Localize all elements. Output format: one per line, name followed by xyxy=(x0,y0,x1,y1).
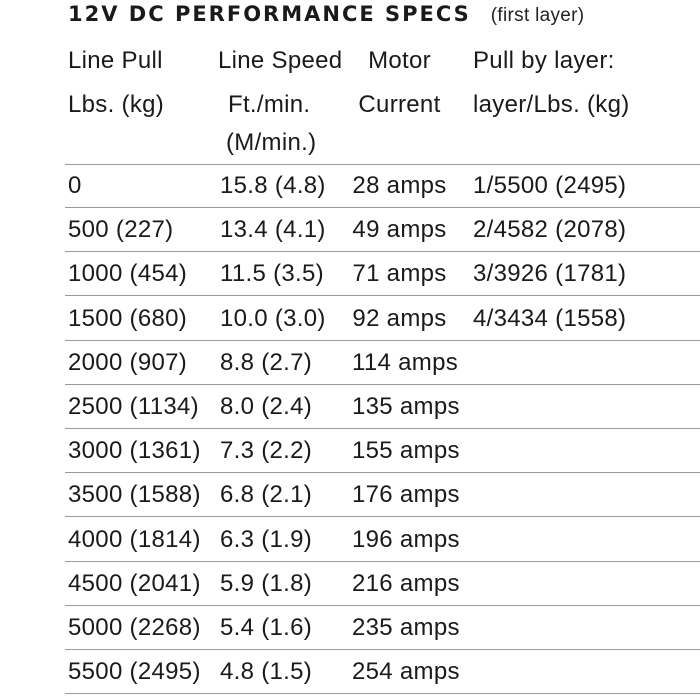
header-row-1: Line Pull Line Speed Motor Pull by layer… xyxy=(0,46,700,76)
table-row: 5500 (2495) 4.8 (1.5) 254 amps xyxy=(0,657,700,687)
header-current: Current xyxy=(358,91,441,118)
table-row: 2000 (907) 8.8 (2.7) 114 amps xyxy=(0,348,700,378)
cell-line-speed: 4.8 (1.5) xyxy=(220,658,313,685)
header-line-speed: Line Speed xyxy=(218,47,343,74)
cell-motor-current: 216 amps xyxy=(352,570,460,597)
header-ft-min: Ft./min. xyxy=(228,91,311,118)
cell-motor-current: 135 amps xyxy=(352,393,460,420)
row-divider xyxy=(65,605,700,606)
title-subtitle: (first layer) xyxy=(490,5,585,26)
header-divider xyxy=(65,164,700,165)
row-divider xyxy=(65,516,700,517)
cell-line-pull: 2000 (907) xyxy=(68,349,188,376)
table-row: 3500 (1588) 6.8 (2.1) 176 amps xyxy=(0,480,700,510)
cell-motor-current: 196 amps xyxy=(352,526,460,553)
cell-line-pull: 1500 (680) xyxy=(68,305,188,332)
row-divider xyxy=(65,649,700,650)
cell-line-speed: 11.5 (3.5) xyxy=(220,260,324,287)
cell-pull-by-layer: 4/3434 (1558) xyxy=(473,305,627,332)
row-divider xyxy=(65,428,700,429)
row-divider xyxy=(65,340,700,341)
row-divider xyxy=(65,295,700,296)
cell-line-pull: 500 (227) xyxy=(68,216,174,243)
cell-line-speed: 5.4 (1.6) xyxy=(220,614,313,641)
page-title: 12V DC PERFORMANCE SPECS (first layer) xyxy=(68,2,584,30)
title-main: 12V DC PERFORMANCE SPECS xyxy=(68,2,471,26)
cell-line-speed: 8.8 (2.7) xyxy=(220,349,313,376)
cell-line-pull: 1000 (454) xyxy=(68,260,188,287)
row-divider xyxy=(65,693,700,694)
cell-motor-current: 254 amps xyxy=(352,658,460,685)
cell-line-pull: 2500 (1134) xyxy=(68,393,199,420)
header-line-pull: Line Pull xyxy=(68,47,163,74)
cell-line-pull: 4000 (1814) xyxy=(68,526,201,553)
row-divider xyxy=(65,384,700,385)
cell-motor-current: 92 amps xyxy=(352,305,447,332)
cell-motor-current: 71 amps xyxy=(352,260,447,287)
cell-motor-current: 235 amps xyxy=(352,614,460,641)
table-row: 4500 (2041) 5.9 (1.8) 216 amps xyxy=(0,569,700,599)
header-layer-lbs-kg: layer/Lbs. (kg) xyxy=(473,91,630,118)
table-row: 3000 (1361) 7.3 (2.2) 155 amps xyxy=(0,436,700,466)
table-row: 0 15.8 (4.8) 28 amps 1/5500 (2495) xyxy=(0,171,700,201)
cell-line-pull: 5500 (2495) xyxy=(68,658,201,685)
cell-line-speed: 15.8 (4.8) xyxy=(220,172,326,199)
cell-line-pull: 3000 (1361) xyxy=(68,437,201,464)
header-row-3: (M/min.) xyxy=(0,128,700,158)
table-row: 500 (227) 13.4 (4.1) 49 amps 2/4582 (2078) xyxy=(0,215,700,245)
header-motor: Motor xyxy=(368,47,431,74)
row-divider xyxy=(65,251,700,252)
header-m-min: (M/min.) xyxy=(226,129,317,156)
row-divider xyxy=(65,561,700,562)
cell-line-speed: 7.3 (2.2) xyxy=(220,437,313,464)
cell-pull-by-layer: 1/5500 (2495) xyxy=(473,172,627,199)
cell-pull-by-layer: 2/4582 (2078) xyxy=(473,216,627,243)
cell-line-speed: 6.3 (1.9) xyxy=(220,526,313,553)
cell-line-pull: 3500 (1588) xyxy=(68,481,201,508)
header-row-2: Lbs. (kg) Ft./min. Current layer/Lbs. (k… xyxy=(0,90,700,120)
cell-motor-current: 28 amps xyxy=(352,172,447,199)
cell-pull-by-layer: 3/3926 (1781) xyxy=(473,260,627,287)
cell-line-speed: 10.0 (3.0) xyxy=(220,305,326,332)
header-pull-by-layer: Pull by layer: xyxy=(473,47,615,74)
table-row: 1500 (680) 10.0 (3.0) 92 amps 4/3434 (1558) xyxy=(0,304,700,334)
cell-motor-current: 155 amps xyxy=(352,437,460,464)
header-lbs-kg: Lbs. (kg) xyxy=(68,91,165,118)
table-row: 4000 (1814) 6.3 (1.9) 196 amps xyxy=(0,525,700,555)
table-row: 1000 (454) 11.5 (3.5) 71 amps 3/3926 (1781) xyxy=(0,259,700,289)
table-row: 5000 (2268) 5.4 (1.6) 235 amps xyxy=(0,613,700,643)
cell-motor-current: 114 amps xyxy=(352,349,459,376)
cell-line-pull: 4500 (2041) xyxy=(68,570,201,597)
cell-line-speed: 6.8 (2.1) xyxy=(220,481,313,508)
cell-line-pull: 5000 (2268) xyxy=(68,614,201,641)
cell-motor-current: 49 amps xyxy=(352,216,447,243)
cell-line-pull: 0 xyxy=(68,172,82,199)
cell-line-speed: 8.0 (2.4) xyxy=(220,393,313,420)
table-row: 2500 (1134) 8.0 (2.4) 135 amps xyxy=(0,392,700,422)
row-divider xyxy=(65,472,700,473)
row-divider xyxy=(65,207,700,208)
cell-line-speed: 5.9 (1.8) xyxy=(220,570,313,597)
cell-line-speed: 13.4 (4.1) xyxy=(220,216,326,243)
cell-motor-current: 176 amps xyxy=(352,481,460,508)
